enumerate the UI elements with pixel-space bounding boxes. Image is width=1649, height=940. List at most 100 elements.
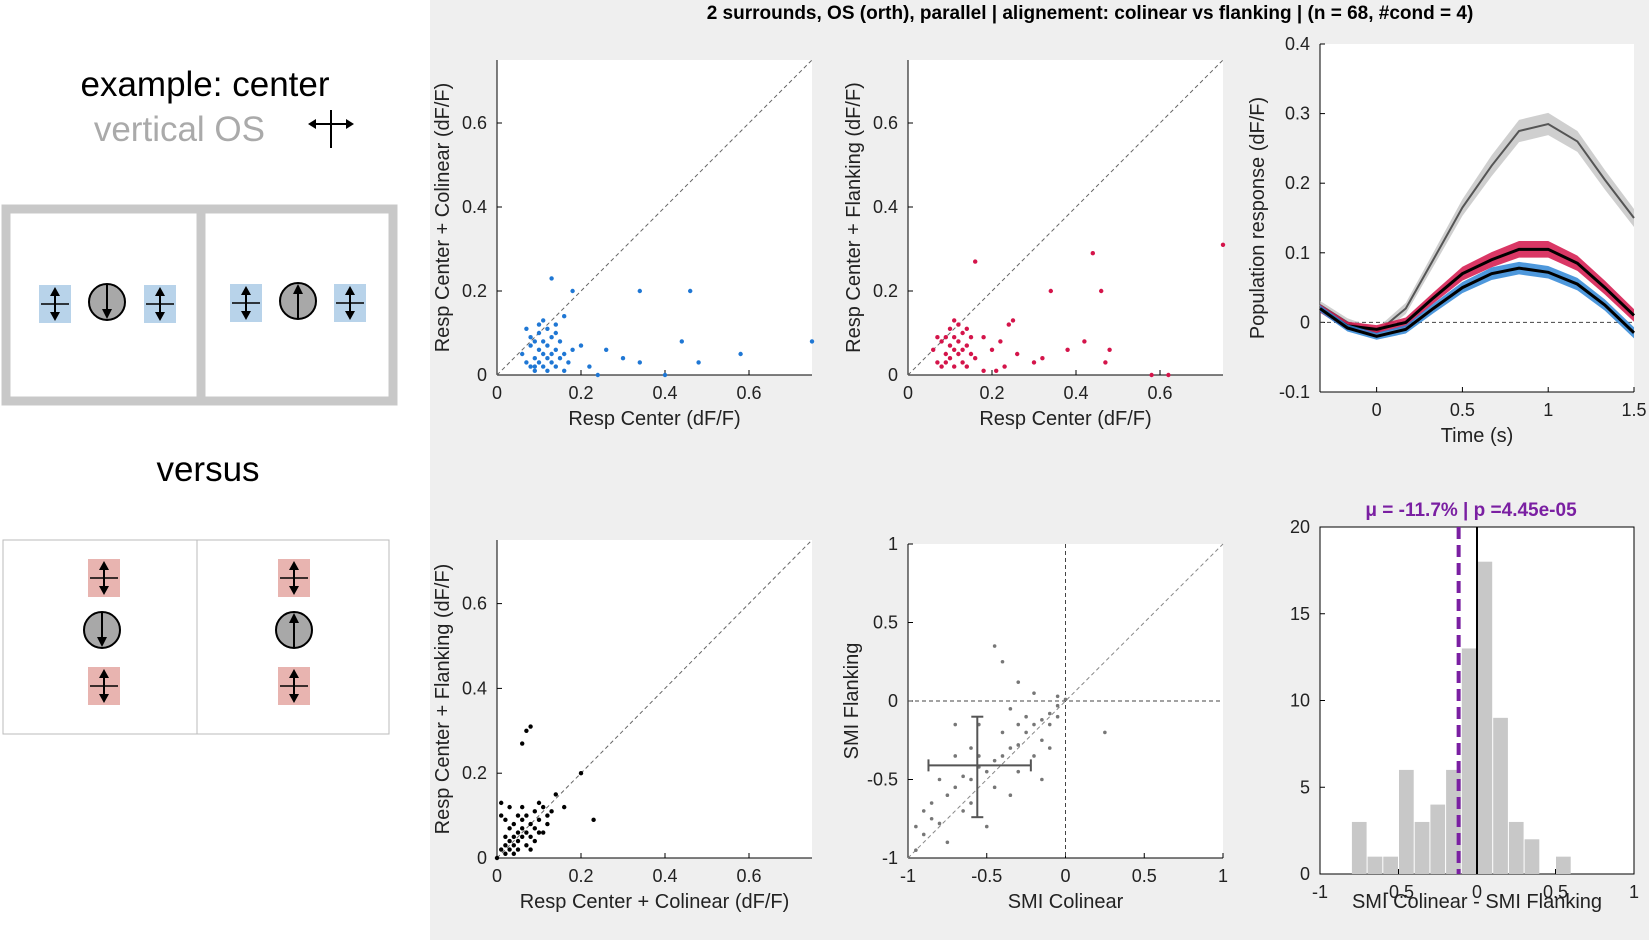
- data-point: [524, 843, 529, 848]
- data-point: [947, 326, 953, 331]
- data-point: [1082, 339, 1087, 344]
- y-tick-label: 0.2: [873, 281, 898, 301]
- data-point: [578, 771, 584, 776]
- arrow-up-icon: [293, 284, 303, 294]
- arrow-up-icon: [99, 561, 109, 570]
- data-point: [1040, 738, 1044, 743]
- data-point: [981, 335, 986, 340]
- x-tick-label: 0.5: [1450, 400, 1475, 420]
- histogram-bar: [1351, 821, 1367, 874]
- data-point: [562, 804, 567, 810]
- data-point: [553, 330, 558, 336]
- colinear-left-patch-1: [39, 285, 71, 323]
- arrow-down-icon: [289, 694, 299, 703]
- data-point: [532, 364, 537, 369]
- flanking-top-patch-1: [88, 559, 120, 597]
- data-point: [952, 347, 957, 352]
- y-tick-label: 1: [888, 534, 898, 554]
- data-point: [953, 785, 958, 790]
- data-point: [738, 351, 743, 357]
- unity-line: [496, 539, 813, 859]
- flanking-stimulus-group: [2, 539, 390, 735]
- data-point: [1047, 722, 1052, 727]
- data-point: [595, 372, 600, 378]
- y-tick-label: 0.2: [462, 281, 487, 301]
- data-point: [961, 809, 965, 813]
- data-point: [532, 809, 537, 814]
- data-point: [1055, 703, 1060, 708]
- data-point: [532, 826, 537, 831]
- histogram-bar: [1383, 856, 1398, 874]
- data-point: [984, 824, 989, 829]
- data-point: [528, 724, 533, 729]
- data-point: [494, 855, 500, 861]
- data-point: [507, 838, 512, 844]
- data-point: [1090, 251, 1096, 256]
- data-point: [929, 801, 934, 805]
- data-point: [532, 356, 537, 361]
- data-point: [503, 843, 508, 848]
- data-point: [935, 335, 940, 340]
- data-point: [528, 847, 533, 852]
- data-point: [541, 318, 546, 323]
- data-point: [945, 840, 950, 845]
- data-point: [935, 360, 940, 365]
- x-tick-label: 0.5: [1543, 882, 1568, 902]
- x-tick-label: 0.5: [1132, 866, 1157, 886]
- series-line-red: [1319, 247, 1636, 331]
- y-tick-label: 0.6: [462, 594, 487, 614]
- center-disk-up-2: [279, 282, 317, 320]
- histogram-bar: [1446, 769, 1461, 874]
- data-point: [1002, 364, 1007, 369]
- data-point: [511, 843, 516, 848]
- data-point: [1006, 322, 1011, 327]
- y-tick-label: 0: [888, 691, 898, 711]
- data-point: [536, 817, 542, 823]
- x-tick-label: 0.4: [1063, 383, 1088, 403]
- data-point: [1016, 680, 1021, 684]
- data-point: [992, 644, 997, 648]
- x-tick-label: 1: [1218, 866, 1228, 886]
- arrow-down-icon: [289, 586, 299, 595]
- data-point: [604, 347, 609, 352]
- data-point: [1024, 714, 1028, 719]
- data-point: [1008, 793, 1013, 797]
- data-point: [520, 817, 525, 823]
- data-point: [557, 339, 563, 344]
- x-tick-label: 0: [1060, 866, 1070, 886]
- series-line-blue: [1319, 266, 1636, 338]
- data-point: [549, 809, 554, 814]
- y-tick-label: 0.2: [462, 763, 487, 783]
- data-point: [524, 830, 529, 835]
- data-point: [541, 364, 546, 369]
- arrow-up-icon: [155, 287, 165, 296]
- x-tick-label: 0: [492, 866, 502, 886]
- y-tick-label: -0.1: [1279, 382, 1310, 402]
- y-tick-label: 0.6: [873, 113, 898, 133]
- data-point: [591, 817, 596, 823]
- data-point: [981, 368, 986, 373]
- y-tick-label: 20: [1290, 517, 1310, 537]
- y-axis-label: SMI Flanking: [841, 643, 863, 760]
- data-point: [956, 322, 961, 327]
- y-tick-label: 5: [1300, 777, 1310, 797]
- data-point: [545, 356, 550, 361]
- data-point: [679, 339, 684, 344]
- data-point: [528, 343, 533, 348]
- data-point: [1166, 372, 1171, 378]
- x-axis-label: Resp Center (dF/F): [979, 408, 1151, 430]
- data-point: [1000, 659, 1005, 664]
- x-tick-label: 0.6: [736, 866, 761, 886]
- data-point: [973, 356, 978, 361]
- arrow-up-icon: [241, 286, 251, 295]
- histogram-bar: [1556, 856, 1571, 874]
- data-point: [662, 372, 668, 378]
- data-point: [989, 347, 995, 352]
- data-point: [952, 335, 957, 340]
- data-point: [1040, 777, 1044, 782]
- arrow-up-icon: [345, 286, 355, 295]
- data-point: [931, 347, 936, 352]
- data-point: [1016, 743, 1021, 747]
- flanking-scatter-chart: 0 0.2 0.4 0.6 0 0.2 0.4 0.6 Resp Center (dF/F) Re…: [843, 59, 1226, 430]
- arrow-up-icon: [289, 561, 299, 570]
